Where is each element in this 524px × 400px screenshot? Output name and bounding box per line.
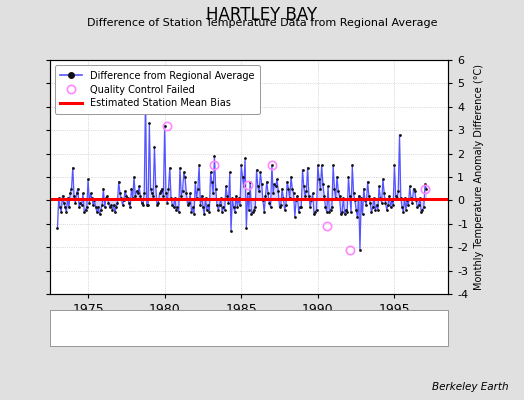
Legend: Station Move, Record Gap, Time of Obs. Change, Empirical Break: Station Move, Record Gap, Time of Obs. C… (60, 322, 438, 339)
Text: Difference of Station Temperature Data from Regional Average: Difference of Station Temperature Data f… (87, 18, 437, 28)
Y-axis label: Monthly Temperature Anomaly Difference (°C): Monthly Temperature Anomaly Difference (… (474, 64, 484, 290)
Legend: Difference from Regional Average, Quality Control Failed, Estimated Station Mean: Difference from Regional Average, Qualit… (54, 65, 260, 114)
Text: Berkeley Earth: Berkeley Earth (432, 382, 508, 392)
Text: HARTLEY BAY: HARTLEY BAY (206, 6, 318, 24)
